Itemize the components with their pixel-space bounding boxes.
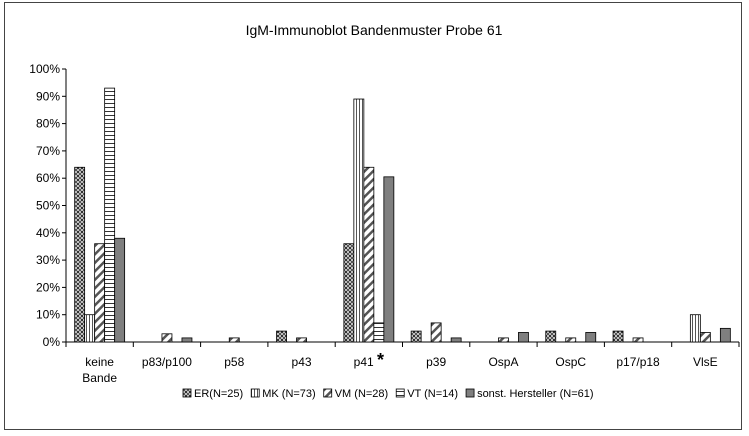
- y-tick-label: 80%: [36, 117, 60, 131]
- x-category-label: p58: [224, 355, 244, 369]
- y-tick-label: 10%: [36, 308, 60, 322]
- bar-diagonal: [498, 337, 509, 343]
- bar-solid: [518, 332, 529, 343]
- bar-diagonal: [161, 333, 173, 343]
- legend-swatch: [323, 388, 333, 398]
- bar-vlines: [689, 314, 701, 343]
- bar-dots: [410, 330, 422, 343]
- bar-dots: [612, 330, 624, 343]
- legend-swatch: [182, 388, 192, 398]
- legend-swatch: [250, 388, 260, 398]
- bar-diagonal: [632, 337, 644, 343]
- y-tick-label: 90%: [36, 89, 60, 103]
- y-tick-label: 0%: [43, 335, 61, 349]
- bar-diagonal: [228, 337, 240, 343]
- legend: ER(N=25) MK (N=73) VM (N=28) VT (N=14) sonst…: [182, 388, 594, 400]
- chart-frame: IgM-Immunoblot Bandenmuster Probe 61 0% 1…: [4, 2, 742, 430]
- bar-diagonal: [430, 322, 442, 343]
- bar-dots: [343, 243, 355, 343]
- bar-diagonal: [94, 243, 106, 343]
- x-axis: keine Bande p83/p100 p58 p43 p41 * p39 OspA OspC…: [65, 341, 740, 385]
- legend-label: VM (N=28): [335, 388, 389, 400]
- y-tick-label: 30%: [36, 253, 60, 267]
- bar-solid: [181, 337, 193, 343]
- x-category-label: OspC: [555, 355, 586, 369]
- bar-solid: [719, 327, 731, 343]
- bar-dots: [74, 166, 86, 343]
- bar-diagonal: [296, 337, 307, 343]
- x-category-label: VlsE: [693, 355, 718, 369]
- legend-label: MK (N=73): [262, 388, 316, 400]
- x-category-label: p83/p100: [142, 355, 192, 369]
- bar-solid: [585, 332, 597, 343]
- x-category-label: Bande: [82, 371, 117, 385]
- y-tick-label: 100%: [29, 62, 60, 76]
- y-axis: 0% 10% 20% 30% 40% 50% 60% 70% 80% 90% 100%: [29, 62, 67, 349]
- bar-vlines: [353, 98, 365, 343]
- bar-hlines: [373, 322, 385, 343]
- x-category-label: p41 *: [354, 350, 384, 370]
- bars: [74, 87, 731, 343]
- x-category-label: p43: [292, 355, 312, 369]
- y-tick-label: 60%: [36, 171, 60, 185]
- x-category-label: keine: [85, 355, 114, 369]
- legend-swatch: [395, 388, 405, 398]
- legend-label: ER(N=25): [194, 388, 243, 400]
- y-tick-label: 70%: [36, 144, 60, 158]
- legend-label: sonst. Hersteller (N=61): [477, 388, 593, 400]
- x-category-label: OspA: [488, 355, 518, 369]
- y-tick-label: 40%: [36, 226, 60, 240]
- x-category-label: p17/p18: [616, 355, 660, 369]
- bar-solid: [114, 237, 126, 343]
- bar-solid: [450, 337, 462, 343]
- bar-diagonal: [363, 166, 375, 343]
- y-tick-label: 20%: [36, 280, 60, 294]
- bar-dots: [545, 330, 557, 343]
- bar-solid: [383, 176, 395, 343]
- bar-vlines: [84, 314, 96, 343]
- legend-label: VT (N=14): [407, 388, 458, 400]
- bar-diagonal: [565, 337, 577, 343]
- legend-swatch: [465, 388, 475, 398]
- chart-title: IgM-Immunoblot Bandenmuster Probe 61: [246, 22, 503, 38]
- bar-hlines: [104, 87, 116, 343]
- bar-diagonal: [699, 332, 711, 343]
- bar-dots: [276, 330, 287, 343]
- chart-svg: IgM-Immunoblot Bandenmuster Probe 61 0% 1…: [29, 22, 740, 400]
- y-tick-label: 50%: [36, 199, 60, 213]
- x-category-label: p39: [426, 355, 446, 369]
